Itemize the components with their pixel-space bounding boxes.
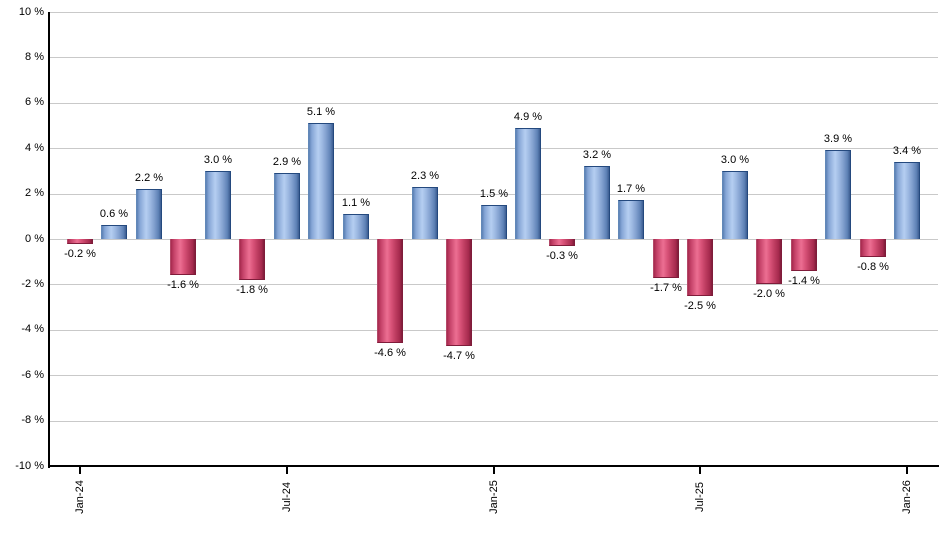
bar-value-label: 3.9 % xyxy=(823,133,853,145)
y-tick-label: -10 % xyxy=(15,460,44,472)
bar-value-label: -0.8 % xyxy=(857,261,889,273)
y-tick-label: -2 % xyxy=(21,278,44,290)
y-tick-label: 0 % xyxy=(25,233,44,245)
gridline xyxy=(49,57,938,58)
x-tick-label: Jan-24 xyxy=(74,480,86,514)
x-axis-line xyxy=(48,465,939,467)
gridline xyxy=(49,194,938,195)
y-tick-label: -4 % xyxy=(21,323,44,335)
y-axis-line xyxy=(48,12,50,468)
bar xyxy=(894,162,920,239)
bar-value-label: 1.1 % xyxy=(341,197,371,209)
bar-value-label: -0.2 % xyxy=(64,248,96,260)
bar-value-label: 2.2 % xyxy=(134,172,164,184)
bar xyxy=(446,239,472,346)
bar-value-label: -4.6 % xyxy=(374,347,406,359)
y-tick-label: -6 % xyxy=(21,369,44,381)
bar xyxy=(618,200,644,239)
bar-value-label: 2.3 % xyxy=(410,170,440,182)
y-tick-label: 8 % xyxy=(25,51,44,63)
bar xyxy=(515,128,541,239)
bar-value-label: 3.4 % xyxy=(892,145,922,157)
bar-value-label: -1.8 % xyxy=(236,284,268,296)
bar xyxy=(274,173,300,239)
bar-value-label: 0.6 % xyxy=(99,208,129,220)
bar xyxy=(101,225,127,239)
bar xyxy=(205,171,231,239)
bar-value-label: 4.9 % xyxy=(513,111,543,123)
x-tick-label: Jul-24 xyxy=(281,482,293,512)
bar xyxy=(687,239,713,296)
y-tick-label: 4 % xyxy=(25,142,44,154)
bar xyxy=(343,214,369,239)
bar xyxy=(239,239,265,280)
x-tick-mark xyxy=(699,467,701,474)
bar xyxy=(412,187,438,239)
bar-value-label: -2.0 % xyxy=(753,288,785,300)
bar-value-label: -0.3 % xyxy=(546,250,578,262)
bar xyxy=(377,239,403,343)
y-tick-label: 10 % xyxy=(18,6,44,18)
gridline xyxy=(49,103,938,104)
bar xyxy=(170,239,196,275)
bar-value-label: 3.2 % xyxy=(582,149,612,161)
bar xyxy=(584,166,610,239)
x-tick-label: Jul-25 xyxy=(694,482,706,512)
x-tick-mark xyxy=(906,467,908,474)
y-tick-label: -8 % xyxy=(21,414,44,426)
bar-value-label: -1.4 % xyxy=(788,275,820,287)
x-tick-mark xyxy=(79,467,81,474)
y-tick-label: 6 % xyxy=(25,96,44,108)
bar xyxy=(825,150,851,239)
bar-value-label: 1.5 % xyxy=(479,188,509,200)
gridline xyxy=(49,375,938,376)
x-tick-mark xyxy=(286,467,288,474)
x-tick-label: Jan-25 xyxy=(488,480,500,514)
bar xyxy=(308,123,334,239)
bar-value-label: -2.5 % xyxy=(684,300,716,312)
bar-value-label: 1.7 % xyxy=(616,183,646,195)
bar-value-label: 2.9 % xyxy=(272,156,302,168)
gridline xyxy=(49,421,938,422)
y-tick-label: 2 % xyxy=(25,187,44,199)
bar-value-label: -1.7 % xyxy=(650,282,682,294)
bar-value-label: 3.0 % xyxy=(720,154,750,166)
bar xyxy=(860,239,886,257)
gridline xyxy=(49,239,938,240)
x-tick-label: Jan-26 xyxy=(901,480,913,514)
bar-value-label: -1.6 % xyxy=(167,279,199,291)
bar-value-label: 3.0 % xyxy=(203,154,233,166)
bar-value-label: 5.1 % xyxy=(306,106,336,118)
gridline xyxy=(49,148,938,149)
bar xyxy=(756,239,782,284)
gridline xyxy=(49,284,938,285)
gridline xyxy=(49,12,938,13)
bar xyxy=(136,189,162,239)
bar-value-label: -4.7 % xyxy=(443,350,475,362)
bar xyxy=(653,239,679,278)
bar xyxy=(67,239,93,244)
gridline xyxy=(49,330,938,331)
bar xyxy=(722,171,748,239)
bar xyxy=(549,239,575,246)
x-tick-mark xyxy=(493,467,495,474)
bar xyxy=(481,205,507,239)
bar xyxy=(791,239,817,271)
